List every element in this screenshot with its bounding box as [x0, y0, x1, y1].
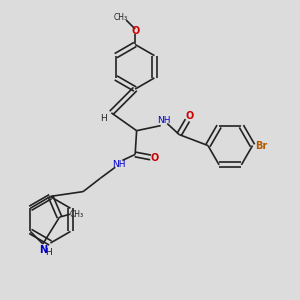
Text: CH₃: CH₃: [114, 13, 128, 22]
Text: CH₃: CH₃: [69, 210, 83, 219]
Text: H: H: [45, 248, 52, 257]
Text: O: O: [150, 153, 158, 163]
Text: O: O: [131, 26, 139, 36]
Text: NH: NH: [112, 160, 125, 169]
Text: O: O: [186, 111, 194, 122]
Text: NH: NH: [158, 116, 171, 125]
Text: H: H: [100, 114, 106, 123]
Text: Br: Br: [255, 140, 268, 151]
Text: N: N: [39, 245, 47, 255]
